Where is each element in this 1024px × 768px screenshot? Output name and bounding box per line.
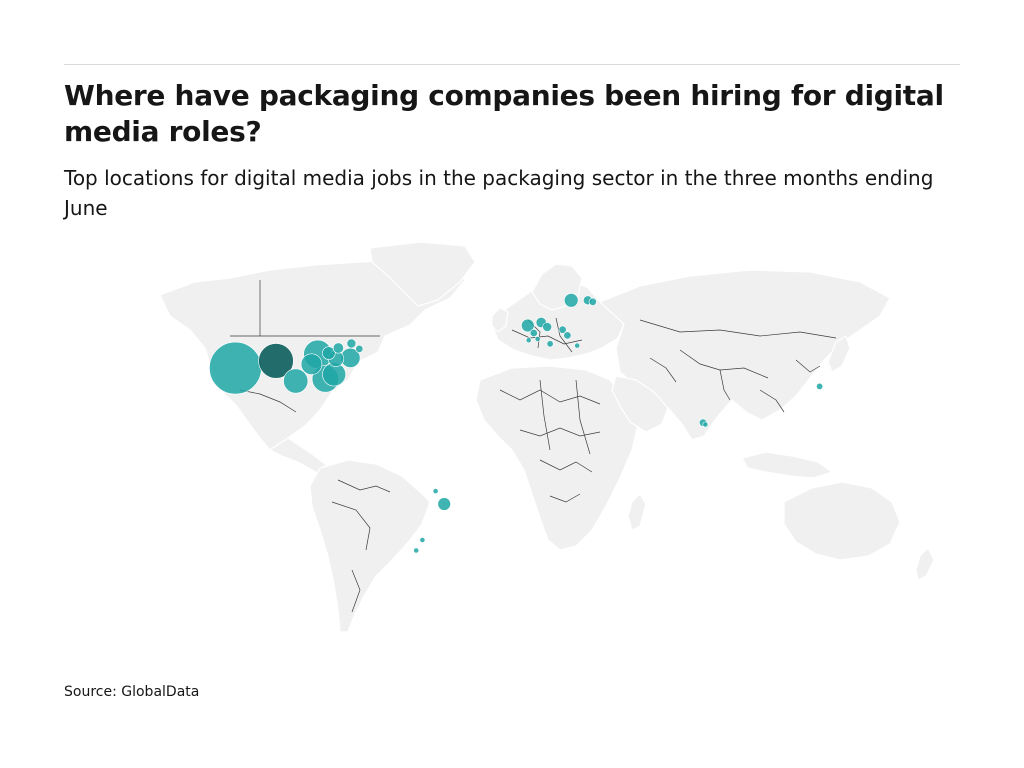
- location-bubble: [322, 346, 336, 360]
- arabia-landmass: [611, 375, 669, 433]
- world-map-canvas: [159, 241, 935, 633]
- location-bubble: [437, 497, 451, 511]
- location-bubble: [534, 336, 541, 342]
- us-mexico-border: [239, 389, 297, 413]
- asia-border-5: [759, 389, 785, 413]
- chart-title: Where have packaging companies been hiri…: [64, 79, 944, 148]
- south-america-border-3: [351, 569, 361, 613]
- greenland-landmass: [369, 241, 476, 307]
- source-note: Source: GlobalData: [64, 684, 200, 700]
- location-bubble: [574, 342, 581, 349]
- bubble-layer: [209, 293, 824, 554]
- world-map: [120, 240, 960, 660]
- land-layer: [159, 241, 935, 633]
- africa-border-3: [539, 459, 593, 473]
- africa-landmass: [475, 365, 639, 551]
- south-america-border-2: [331, 501, 371, 551]
- chart-subtitle: Top locations for digital media jobs in …: [64, 166, 934, 220]
- africa-border-6: [575, 379, 591, 455]
- location-bubble: [564, 293, 579, 308]
- australia-landmass: [783, 481, 901, 561]
- africa-border-5: [539, 379, 551, 451]
- location-bubble: [529, 329, 538, 338]
- africa-border-2: [519, 427, 601, 437]
- location-bubble: [419, 537, 426, 543]
- europe-border-1: [511, 329, 583, 345]
- asia-border-3: [719, 369, 731, 401]
- madagascar-landmass: [627, 493, 647, 531]
- location-bubble: [546, 340, 554, 348]
- indonesia-landmass: [741, 451, 834, 479]
- location-bubble: [258, 343, 294, 379]
- location-bubble: [413, 547, 420, 554]
- location-bubble: [355, 344, 364, 353]
- asia-border-4: [649, 357, 677, 383]
- asia-border-6: [795, 359, 821, 373]
- location-bubble: [563, 331, 572, 340]
- africa-border-4: [549, 493, 581, 503]
- africa-border-1: [499, 389, 601, 405]
- new-zealand-landmass: [915, 546, 935, 581]
- location-bubble: [283, 368, 309, 394]
- location-bubble: [346, 338, 357, 349]
- europe-border-3: [555, 317, 573, 353]
- location-bubble: [209, 341, 262, 395]
- south-america-border-1: [337, 479, 391, 493]
- asia-border-1: [639, 319, 837, 339]
- location-bubble: [588, 297, 597, 306]
- top-divider: [64, 64, 960, 65]
- location-bubble: [816, 382, 824, 390]
- uk-landmass: [491, 307, 509, 333]
- japan-landmass: [827, 335, 851, 373]
- south-america-landmass: [309, 459, 431, 633]
- location-bubble: [521, 318, 535, 333]
- location-bubble: [432, 488, 439, 494]
- location-bubble: [702, 421, 709, 428]
- location-bubble: [542, 322, 553, 332]
- location-bubble: [332, 342, 344, 354]
- location-bubble: [300, 353, 323, 375]
- location-bubble: [525, 337, 532, 344]
- location-bubble: [558, 325, 567, 334]
